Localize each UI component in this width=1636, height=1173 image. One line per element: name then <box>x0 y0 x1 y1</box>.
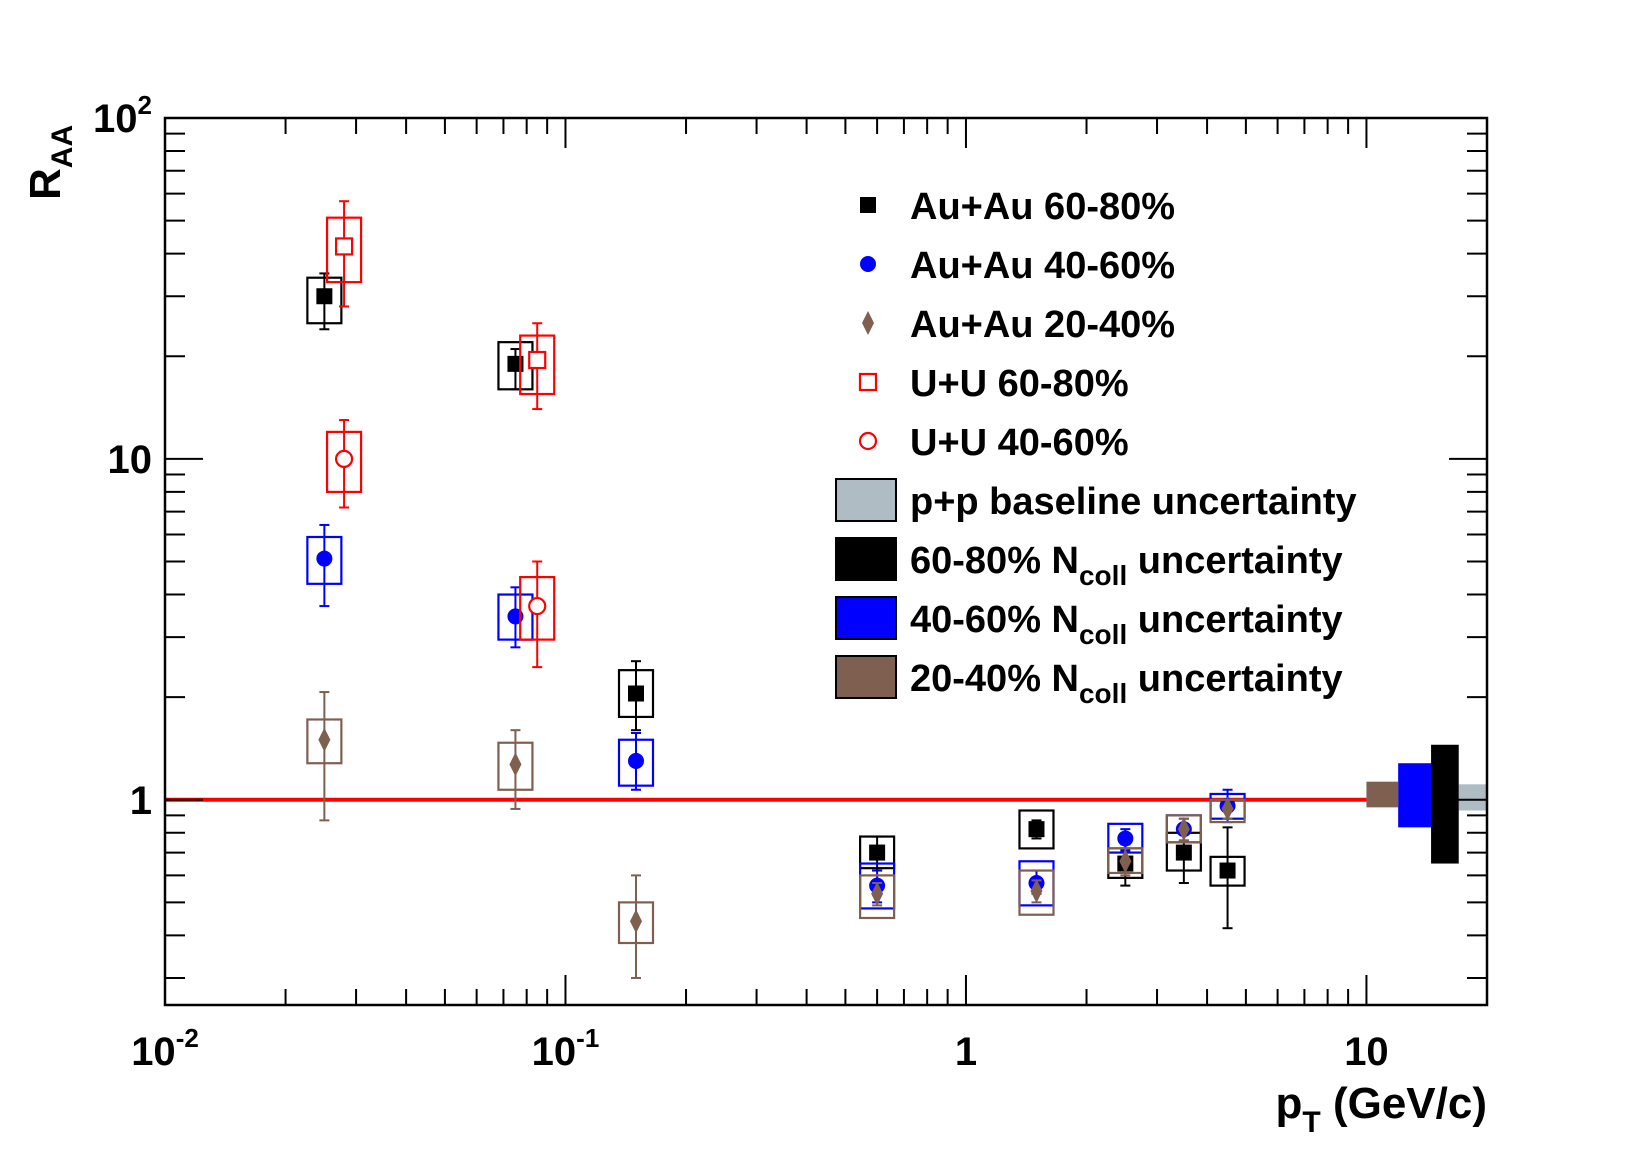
legend-label-au-au-60-80: Au+Au 60-80% <box>910 186 1175 228</box>
data-point <box>334 449 354 468</box>
x-tick-label: 10 <box>1344 1030 1389 1074</box>
data-point <box>871 881 884 906</box>
data-point <box>528 350 547 370</box>
systematic-box <box>1165 814 1202 844</box>
data-point <box>630 909 643 934</box>
legend-swatch-40-60-ncoll <box>835 596 897 640</box>
data-point <box>1175 844 1192 861</box>
y-axis-title: RAA <box>21 125 79 200</box>
tick-labels: 10-2 10-1 1 10 1 10 102 <box>93 90 1389 1074</box>
data-point <box>1028 821 1045 838</box>
series-u-u-60-80 <box>325 200 556 411</box>
data-point <box>1119 849 1132 874</box>
data-point <box>1219 862 1236 879</box>
data-point <box>1030 878 1043 903</box>
legend-marker-au-au-40-60 <box>860 256 876 272</box>
x-tick-label: 10-1 <box>532 1023 600 1074</box>
legend-marker-u-u-60-80 <box>858 372 878 392</box>
legend-label-au-au-40-60: Au+Au 40-60% <box>910 245 1175 287</box>
data-point <box>316 550 333 567</box>
legend: Au+Au 60-80% Au+Au 40-60% Au+Au 20-40% U+U … <box>835 186 1357 709</box>
x-axis-title: pT (GeV/c) <box>1276 1079 1488 1139</box>
legend-label-20-40-ncoll: 20-40% Ncoll uncertainty <box>910 658 1343 709</box>
uncertainty-bands <box>1366 744 1487 864</box>
legend-swatch-20-40-ncoll <box>835 655 897 699</box>
data-point <box>528 596 547 616</box>
legend-label-u-u-60-80: U+U 60-80% <box>910 363 1129 405</box>
data-point <box>628 685 645 702</box>
data-point <box>334 237 354 256</box>
data-series <box>306 200 1246 980</box>
legend-label-au-au-20-40: Au+Au 20-40% <box>910 304 1175 346</box>
data-point <box>1221 796 1234 821</box>
x-tick-label: 10-2 <box>131 1023 199 1074</box>
systematic-box <box>859 874 896 920</box>
series-au-au-20-40 <box>306 691 1246 980</box>
band-60-80-ncoll <box>1431 744 1459 864</box>
series-u-u-40-60 <box>325 419 556 669</box>
data-point <box>1177 817 1190 842</box>
legend-swatch-p-p-baseline-uncertainty <box>835 478 897 522</box>
axis-ticks <box>164 118 1488 1005</box>
data-point <box>1117 830 1134 847</box>
band-p-p-baseline-uncertainty <box>1458 784 1487 811</box>
legend-marker-u-u-40-60 <box>858 431 878 451</box>
y-tick-label: 1 <box>130 779 152 823</box>
legend-swatch-60-80-ncoll <box>835 537 897 581</box>
x-tick-label: 1 <box>955 1030 977 1074</box>
band-20-40-ncoll <box>1366 781 1399 808</box>
data-point <box>509 752 522 777</box>
legend-label-p-p-baseline-uncertainty: p+p baseline uncertainty <box>910 481 1357 523</box>
data-point <box>318 727 331 752</box>
legend-label-u-u-40-60: U+U 40-60% <box>910 422 1129 464</box>
legend-label-40-60-ncoll: 40-60% Ncoll uncertainty <box>910 599 1343 650</box>
data-point <box>628 752 645 769</box>
y-tick-label: 10 <box>108 438 153 482</box>
legend-label-60-80-ncoll: 60-80% Ncoll uncertainty <box>910 540 1343 591</box>
legend-marker-au-au-20-40 <box>862 311 874 335</box>
y-tick-label: 102 <box>93 90 152 141</box>
data-point <box>316 288 333 305</box>
systematic-box <box>1018 809 1055 850</box>
legend-marker-au-au-60-80 <box>860 197 876 213</box>
data-point <box>869 844 886 861</box>
band-40-60-ncoll <box>1398 763 1432 828</box>
systematic-box <box>1018 869 1055 916</box>
